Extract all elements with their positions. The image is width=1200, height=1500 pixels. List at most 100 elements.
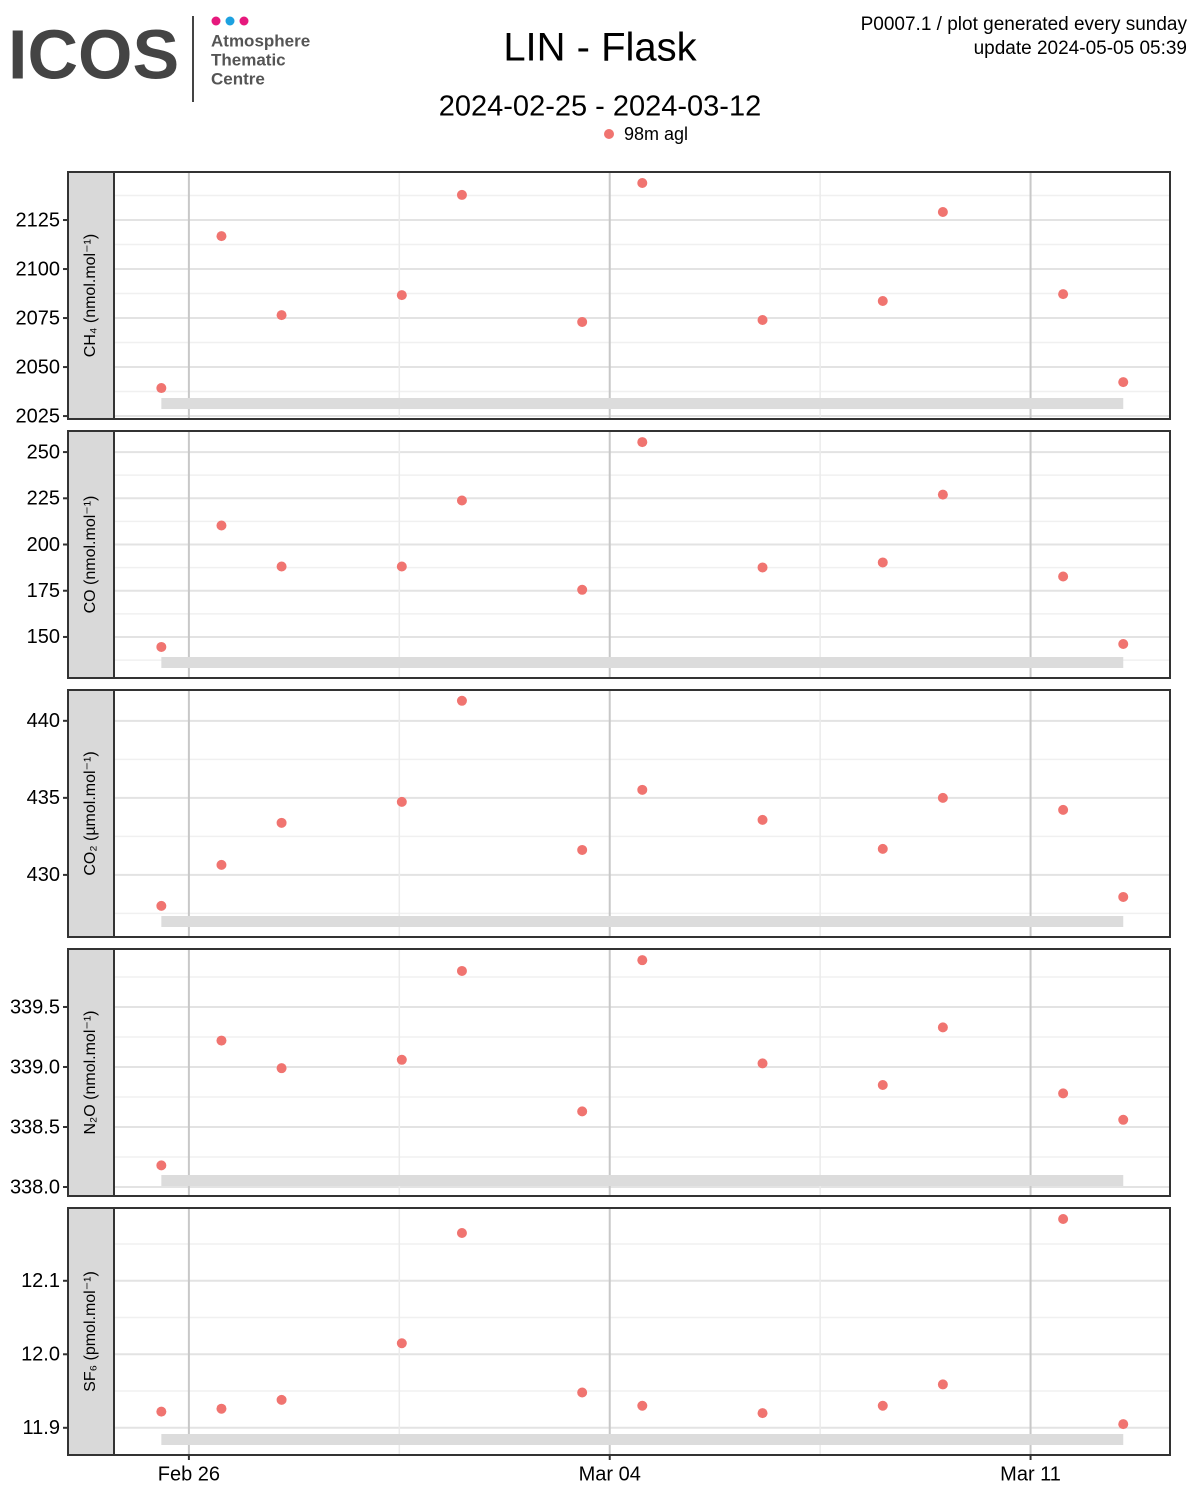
data-point bbox=[637, 955, 648, 966]
range-bar bbox=[161, 1434, 1124, 1445]
data-point bbox=[216, 520, 227, 531]
panel-frame bbox=[67, 171, 1171, 420]
data-point bbox=[1058, 289, 1069, 300]
logo-dot bbox=[225, 16, 235, 26]
legend-marker bbox=[604, 129, 614, 139]
range-bar bbox=[161, 1175, 1124, 1186]
chart-subtitle: 2024-02-25 - 2024-03-12 bbox=[439, 91, 761, 123]
data-point bbox=[456, 495, 467, 506]
y-axis-label: CO₂ (µmol.mol⁻¹) bbox=[82, 751, 99, 875]
logo-text: Atmosphere bbox=[211, 31, 310, 50]
range-bar bbox=[161, 916, 1124, 927]
y-tick-label: 339.0 bbox=[10, 1056, 60, 1078]
panel-bg bbox=[115, 949, 1170, 1196]
note: P0007.1 / plot generated every sunday bbox=[861, 14, 1188, 35]
data-point bbox=[637, 1400, 648, 1411]
data-point bbox=[577, 316, 588, 327]
data-point bbox=[156, 383, 167, 394]
data-point bbox=[276, 817, 287, 828]
y-tick-label: 2075 bbox=[16, 307, 61, 329]
data-point bbox=[1118, 1114, 1129, 1125]
panel-frame bbox=[67, 948, 1171, 1197]
panel bbox=[115, 431, 1170, 678]
data-point bbox=[577, 1106, 588, 1117]
panel-bg bbox=[115, 172, 1170, 419]
y-tick-label: 12.1 bbox=[21, 1270, 60, 1292]
data-point bbox=[456, 695, 467, 706]
data-point bbox=[937, 206, 948, 217]
panel-frame bbox=[67, 1207, 1171, 1456]
y-tick-label: 175 bbox=[27, 580, 60, 602]
data-point bbox=[877, 1400, 888, 1411]
y-tick-label: 2025 bbox=[16, 405, 61, 427]
data-point bbox=[276, 1063, 287, 1074]
y-tick-label: 339.5 bbox=[10, 996, 60, 1018]
y-tick-label: 338.5 bbox=[10, 1116, 60, 1138]
data-point bbox=[637, 177, 648, 188]
data-point bbox=[276, 561, 287, 572]
data-point bbox=[156, 641, 167, 652]
data-point bbox=[216, 1403, 227, 1414]
panel-frame bbox=[67, 430, 1171, 679]
data-point bbox=[456, 1227, 467, 1238]
data-point bbox=[937, 792, 948, 803]
data-point bbox=[1058, 1214, 1069, 1225]
data-point bbox=[577, 844, 588, 855]
data-point bbox=[396, 561, 407, 572]
logo-text: Centre bbox=[211, 69, 265, 88]
data-point bbox=[1118, 638, 1129, 649]
data-point bbox=[216, 1035, 227, 1046]
x-tick-label: Mar 11 bbox=[1000, 1463, 1061, 1485]
data-point bbox=[757, 814, 768, 825]
y-tick-label: 250 bbox=[27, 441, 60, 463]
y-tick-label: 200 bbox=[27, 534, 60, 556]
y-tick-label: 225 bbox=[27, 488, 60, 510]
data-point bbox=[877, 295, 888, 306]
data-point bbox=[637, 784, 648, 795]
data-point bbox=[456, 189, 467, 200]
data-point bbox=[577, 584, 588, 595]
data-point bbox=[396, 1054, 407, 1065]
logo-dot bbox=[239, 16, 249, 26]
data-point bbox=[757, 315, 768, 326]
y-tick-label: 2100 bbox=[16, 258, 61, 280]
y-tick-label: 430 bbox=[27, 864, 60, 886]
strip bbox=[67, 948, 115, 1197]
data-point bbox=[156, 1160, 167, 1171]
data-point bbox=[276, 1394, 287, 1405]
data-point bbox=[937, 1022, 948, 1033]
y-axis-label: CH₄ (nmol.mol⁻¹) bbox=[82, 234, 99, 357]
y-axis-label: CO (nmol.mol⁻¹) bbox=[82, 496, 99, 614]
data-point bbox=[156, 900, 167, 911]
panel bbox=[115, 172, 1170, 419]
strip bbox=[67, 430, 115, 679]
strip bbox=[67, 171, 115, 420]
panel-bg bbox=[115, 690, 1170, 937]
data-point bbox=[1058, 1088, 1069, 1099]
panel-bg bbox=[115, 431, 1170, 678]
data-point bbox=[757, 1058, 768, 1069]
logo-text: Thematic bbox=[211, 50, 286, 69]
data-point bbox=[1058, 571, 1069, 582]
data-point bbox=[156, 1406, 167, 1417]
data-point bbox=[1118, 891, 1129, 902]
data-point bbox=[1058, 804, 1069, 815]
y-tick-label: 2050 bbox=[16, 356, 61, 378]
data-point bbox=[877, 1079, 888, 1090]
data-point bbox=[216, 859, 227, 870]
data-point bbox=[1118, 377, 1129, 388]
data-point bbox=[757, 1408, 768, 1419]
data-point bbox=[396, 1338, 407, 1349]
data-point bbox=[757, 562, 768, 573]
x-tick-label: Feb 26 bbox=[158, 1463, 220, 1485]
data-point bbox=[577, 1387, 588, 1398]
panel bbox=[115, 949, 1170, 1196]
data-point bbox=[937, 1379, 948, 1390]
data-point bbox=[396, 796, 407, 807]
y-tick-label: 2125 bbox=[16, 209, 61, 231]
range-bar bbox=[161, 657, 1124, 668]
y-tick-label: 440 bbox=[27, 710, 60, 732]
panel bbox=[115, 690, 1170, 937]
logo-name: ICOS bbox=[8, 15, 179, 93]
y-axis-label: SF₆ (pmol.mol⁻¹) bbox=[82, 1271, 99, 1392]
